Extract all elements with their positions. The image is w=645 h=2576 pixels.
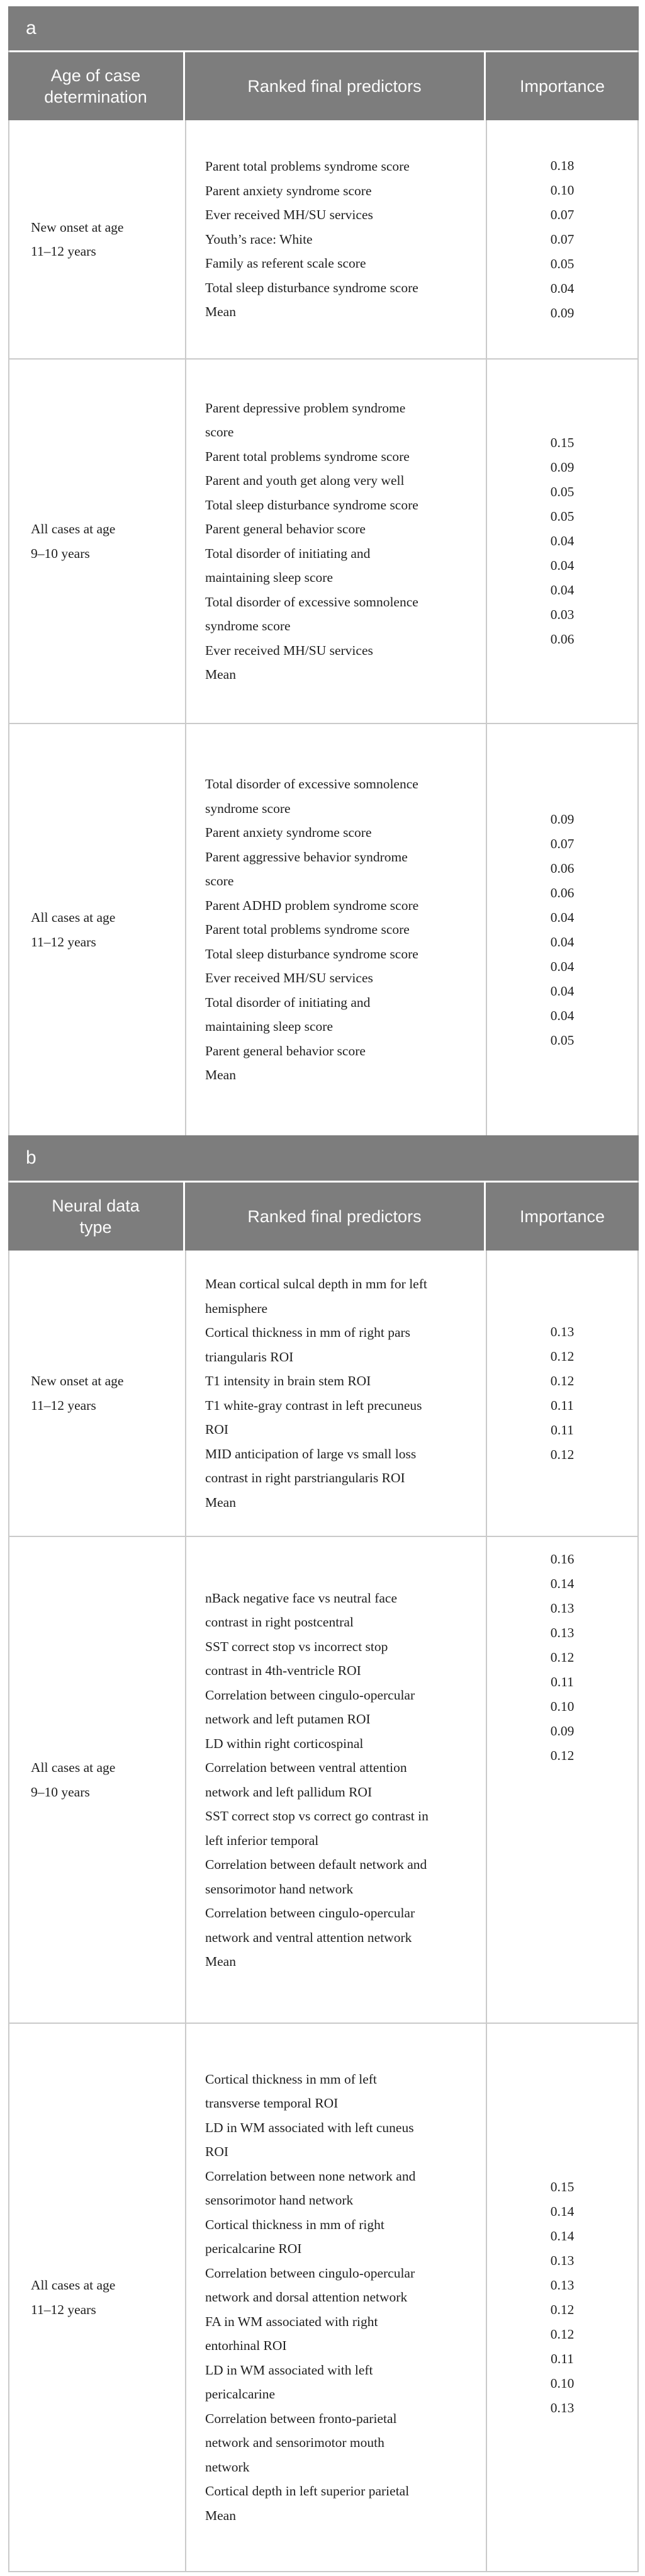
- panel-a-section-label: a: [8, 6, 639, 50]
- importance-values: 0.15 0.14 0.14 0.13 0.13 0.12 0.12 0.11 …: [550, 2179, 575, 2415]
- predictors-list: Parent depressive problem syndrome score…: [186, 360, 487, 723]
- predictors-list: Mean cortical sulcal depth in mm for lef…: [186, 1251, 487, 1536]
- header-importance: Importance: [486, 1183, 639, 1251]
- importance-values: 0.18 0.10 0.07 0.07 0.05 0.04 0.09: [550, 157, 575, 321]
- importance-values: 0.13 0.12 0.12 0.11 0.11 0.12: [550, 1324, 575, 1462]
- table-row: All cases at age 9–10 years nBack negati…: [9, 1536, 637, 2023]
- importance-values: 0.15 0.09 0.05 0.05 0.04 0.04 0.04 0.03 …: [550, 435, 575, 647]
- table-row: New onset at age 11–12 years Parent tota…: [9, 120, 637, 358]
- header-ranked-final-predictors: Ranked final predictors: [185, 1183, 486, 1251]
- table-panel-a: a Age of case determination Ranked final…: [8, 6, 639, 1135]
- importance-values: 0.09 0.07 0.06 0.06 0.04 0.04 0.04 0.04 …: [550, 811, 575, 1048]
- predictors-list: Parent total problems syndrome score Par…: [186, 120, 487, 358]
- importance-values: 0.16 0.14 0.13 0.13 0.12 0.11 0.10 0.09 …: [550, 1552, 575, 1763]
- row-label: All cases at age 9–10 years: [9, 1537, 186, 2023]
- header-neural-data-type: Neural data type: [8, 1183, 185, 1251]
- row-label: All cases at age 9–10 years: [9, 360, 186, 723]
- header-importance: Importance: [486, 52, 639, 120]
- header-ranked-final-predictors: Ranked final predictors: [185, 52, 486, 120]
- row-label: New onset at age 11–12 years: [9, 1251, 186, 1536]
- table-row: All cases at age 11–12 years Total disor…: [9, 723, 637, 1135]
- table-row: All cases at age 11–12 years Cortical th…: [9, 2023, 637, 2571]
- predictors-list: nBack negative face vs neutral face cont…: [186, 1537, 487, 2023]
- row-label: All cases at age 11–12 years: [9, 724, 186, 1135]
- table-row: All cases at age 9–10 years Parent depre…: [9, 358, 637, 723]
- panel-b-header-row: Neural data type Ranked final predictors…: [8, 1183, 639, 1251]
- predictors-list: Cortical thickness in mm of left transve…: [186, 2024, 487, 2571]
- header-age-of-case-determination: Age of case determination: [8, 52, 185, 120]
- row-label: All cases at age 11–12 years: [9, 2024, 186, 2571]
- panel-b-section-label: b: [8, 1135, 639, 1181]
- table-row: New onset at age 11–12 years Mean cortic…: [9, 1251, 637, 1536]
- table-panel-b: b Neural data type Ranked final predicto…: [8, 1135, 639, 2572]
- predictors-list: Total disorder of excessive somnolence s…: [186, 724, 487, 1135]
- row-label: New onset at age 11–12 years: [9, 120, 186, 358]
- panel-a-header-row: Age of case determination Ranked final p…: [8, 52, 639, 120]
